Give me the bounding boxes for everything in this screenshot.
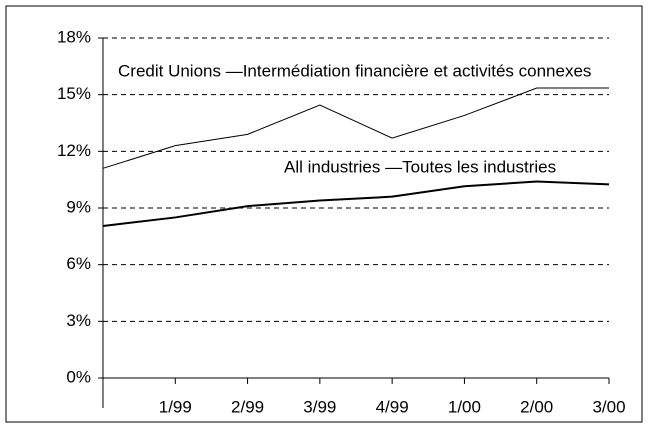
- y-tick-label: 6%: [66, 254, 91, 273]
- y-tick-label: 12%: [57, 141, 91, 160]
- series-label: Credit Unions —Intermédiation financière…: [118, 61, 591, 80]
- y-tick-label: 15%: [57, 84, 91, 103]
- x-tick-label: 1/99: [159, 397, 192, 416]
- x-tick-label: 4/99: [376, 397, 409, 416]
- x-tick-label: 2/00: [520, 397, 553, 416]
- y-tick-label: 9%: [66, 197, 91, 216]
- x-tick-label: 3/99: [303, 397, 336, 416]
- frame: [5, 5, 643, 423]
- y-tick-label: 3%: [66, 311, 91, 330]
- x-tick-label: 2/99: [231, 397, 264, 416]
- series-label: All industries —Toutes les industries: [284, 157, 556, 176]
- x-tick-label: 1/00: [448, 397, 481, 416]
- series-line: [102, 87, 609, 169]
- x-tick-label: 3/00: [592, 397, 625, 416]
- y-tick-label: 18%: [57, 27, 91, 46]
- y-tick-label: 0%: [66, 367, 91, 386]
- series-line: [102, 180, 610, 227]
